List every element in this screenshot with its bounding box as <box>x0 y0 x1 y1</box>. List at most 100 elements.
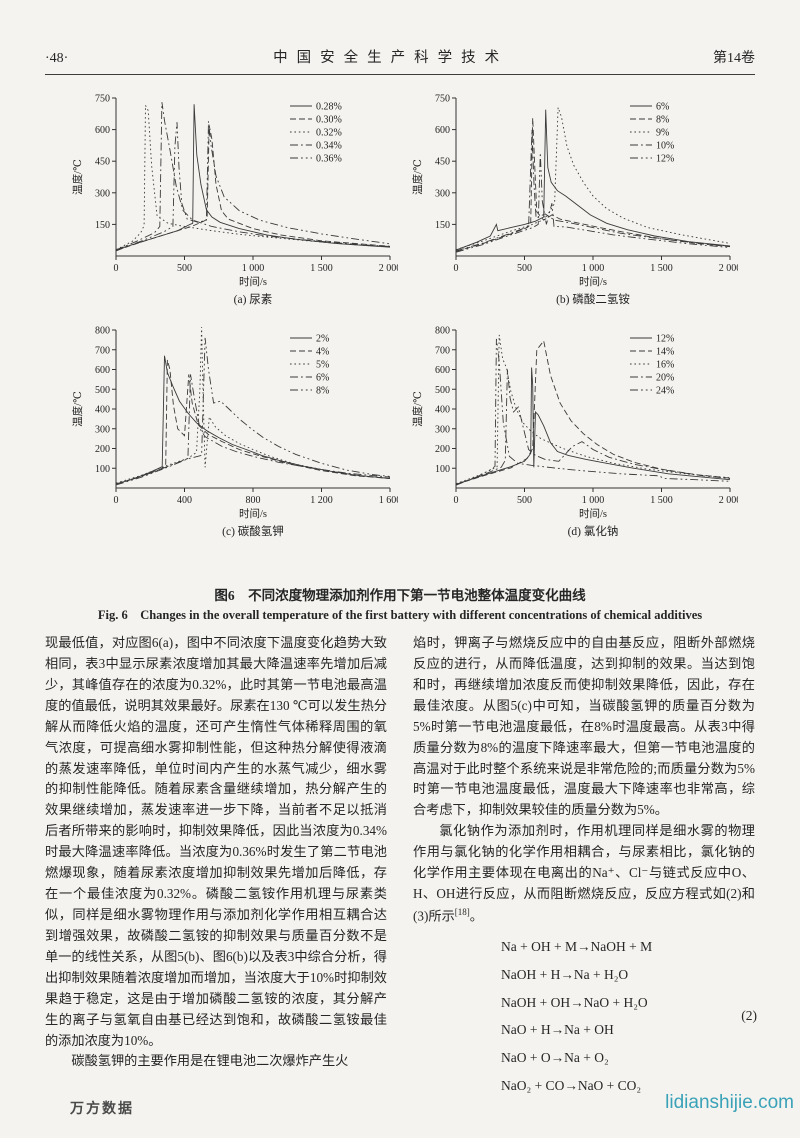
y-tick-label: 750 <box>95 94 110 105</box>
legend-label: 6% <box>316 373 329 384</box>
x-tick-label: 2 000 <box>379 263 398 274</box>
chart-subcaption: (b) 磷酸二氢铵 <box>556 292 630 306</box>
header-divider <box>45 74 755 75</box>
y-tick-label: 200 <box>95 444 110 455</box>
x-tick-label: 500 <box>517 263 532 274</box>
x-tick-label: 1 000 <box>582 263 605 274</box>
figure-6-charts: 150 300 450 600 750 0 500 1 000 1 500 2 000 时间/s 温度… <box>68 88 738 542</box>
y-tick-label: 200 <box>435 444 450 455</box>
chart-subcaption: (a) 尿素 <box>234 293 273 306</box>
y-tick-label: 800 <box>95 326 110 337</box>
legend-label: 6% <box>656 102 669 113</box>
reference-superscript: [18] <box>454 906 470 917</box>
axes <box>115 98 390 257</box>
paragraph-text: 。 <box>469 908 483 924</box>
legend-label: 2% <box>316 334 329 345</box>
paragraph: 焰时，钾离子与燃烧反应中的自由基反应，阻断外部燃烧反应的进行，从而降低温度，达到… <box>413 635 755 818</box>
y-tick-label: 800 <box>435 326 450 337</box>
series-0.36% <box>115 121 391 252</box>
chart-adp-plot: 150 300 450 600 750 0 500 1 000 1 500 2 000 时间/s 温度… <box>411 94 738 307</box>
site-watermark: lidianshijie.com <box>665 1092 794 1113</box>
x-tick-label: 0 <box>114 495 119 506</box>
series-20% <box>455 369 731 485</box>
legend-label: 4% <box>316 347 329 358</box>
equation-line: NaO + H→Na + OH <box>501 1022 614 1038</box>
journal-title: 中国安全生产科学技术 <box>273 50 509 66</box>
x-tick-label: 1 000 <box>582 495 605 506</box>
y-tick-label: 700 <box>435 345 450 356</box>
x-tick-label: 1 000 <box>242 263 265 274</box>
series-12% <box>455 367 731 485</box>
legend-label: 8% <box>316 386 329 397</box>
series-24% <box>455 338 731 486</box>
y-tick-label: 300 <box>95 424 110 435</box>
y-tick-label: 300 <box>435 188 450 199</box>
y-axis-label: 温度/℃ <box>71 391 84 427</box>
x-axis-label: 时间/s <box>239 275 267 288</box>
series-0.32% <box>115 105 391 251</box>
chart-potassium-bicarbonate: 100 200 300 400 500 600 700 800 0 400 800 1 200 1 60… <box>68 320 398 542</box>
legend-label: 10% <box>656 141 674 152</box>
series-4% <box>115 359 391 485</box>
equation-number: (2) <box>741 1008 757 1024</box>
wanfang-watermark: 万方数据 <box>70 1102 134 1117</box>
y-tick-label: 100 <box>95 464 110 475</box>
series-8% <box>455 117 731 252</box>
legend-label: 5% <box>316 360 329 371</box>
y-tick-label: 100 <box>435 464 450 475</box>
equations-block: Na + OH + M→NaOH + M NaOH + H→Na + H₂O N… <box>501 933 757 1099</box>
y-tick-label: 300 <box>435 424 450 435</box>
right-column: 焰时，钾离子与燃烧反应中的自由基反应，阻断外部燃烧反应的进行，从而降低温度，达到… <box>413 633 757 1099</box>
x-tick-label: 0 <box>454 495 459 506</box>
page-header: ·48· 中国安全生产科学技术 第14卷 <box>45 46 755 67</box>
x-tick-label: 500 <box>517 495 532 506</box>
paragraph: 碳酸氢钾的主要作用是在锂电池二次爆炸产生火 <box>71 1053 349 1069</box>
page-number: ·48· <box>45 51 69 66</box>
figure-caption-en: Fig. 6 Changes in the overall temperatur… <box>97 608 703 622</box>
legend-label: 14% <box>656 347 674 358</box>
y-tick-label: 150 <box>95 220 110 231</box>
legend-label: 9% <box>656 128 669 139</box>
x-tick-label: 2 000 <box>719 495 738 506</box>
y-tick-label: 700 <box>95 345 110 356</box>
chart-khco3-plot: 100 200 300 400 500 600 700 800 0 400 800 1 200 1 60… <box>71 326 398 539</box>
legend-label: 16% <box>656 360 674 371</box>
legend-label: 0.32% <box>316 128 342 139</box>
x-tick-label: 1 500 <box>310 263 333 274</box>
chart-subcaption: (c) 碳酸氢钾 <box>222 524 284 538</box>
series-8% <box>115 337 391 486</box>
y-tick-label: 300 <box>95 188 110 199</box>
body-columns: 现最低值，对应图6(a)，图中不同浓度下温度变化趋势大致相同，表3中显示尿素浓度… <box>45 633 757 1099</box>
paragraph: 现最低值，对应图6(a)，图中不同浓度下温度变化趋势大致相同，表3中显示尿素浓度… <box>45 635 387 1048</box>
chart-subcaption: (d) 氯化钠 <box>568 524 619 538</box>
y-tick-label: 450 <box>435 157 450 168</box>
equation-line: NaOH + OH→NaO + H₂O <box>501 994 648 1010</box>
x-tick-label: 800 <box>246 495 261 506</box>
x-axis-label: 时间/s <box>579 507 607 520</box>
series-14% <box>455 339 731 485</box>
series-0.34% <box>115 102 391 251</box>
x-tick-label: 1 500 <box>650 263 673 274</box>
chart-ammonium-dihydrogen-phosphate: 150 300 450 600 750 0 500 1 000 1 500 2 000 时间/s 温度… <box>408 88 738 310</box>
series-0.28% <box>115 104 391 251</box>
equation-line: NaO₂ + CO→NaO + CO₂ <box>501 1077 642 1093</box>
x-tick-label: 0 <box>454 263 459 274</box>
legend-label: 12% <box>656 154 674 165</box>
x-tick-label: 500 <box>177 263 192 274</box>
y-tick-label: 150 <box>435 220 450 231</box>
legend-label: 0.30% <box>316 115 342 126</box>
axes <box>455 98 730 257</box>
y-tick-label: 400 <box>435 405 450 416</box>
x-tick-label: 0 <box>114 263 119 274</box>
y-tick-label: 500 <box>435 385 450 396</box>
paragraph: 氯化钠作为添加剂时，作用机理同样是细水雾的物理作用与氯化钠的化学作用相耦合，与尿… <box>413 821 755 927</box>
series-5% <box>115 326 391 484</box>
series-16% <box>455 334 731 485</box>
x-tick-label: 1 500 <box>650 495 673 506</box>
legend-label: 12% <box>656 334 674 345</box>
y-axis-label: 温度/℃ <box>411 159 424 195</box>
legend-label: 20% <box>656 373 674 384</box>
legend-label: 24% <box>656 386 674 397</box>
volume-number: 第14卷 <box>712 51 755 66</box>
y-axis-label: 温度/℃ <box>71 159 84 195</box>
